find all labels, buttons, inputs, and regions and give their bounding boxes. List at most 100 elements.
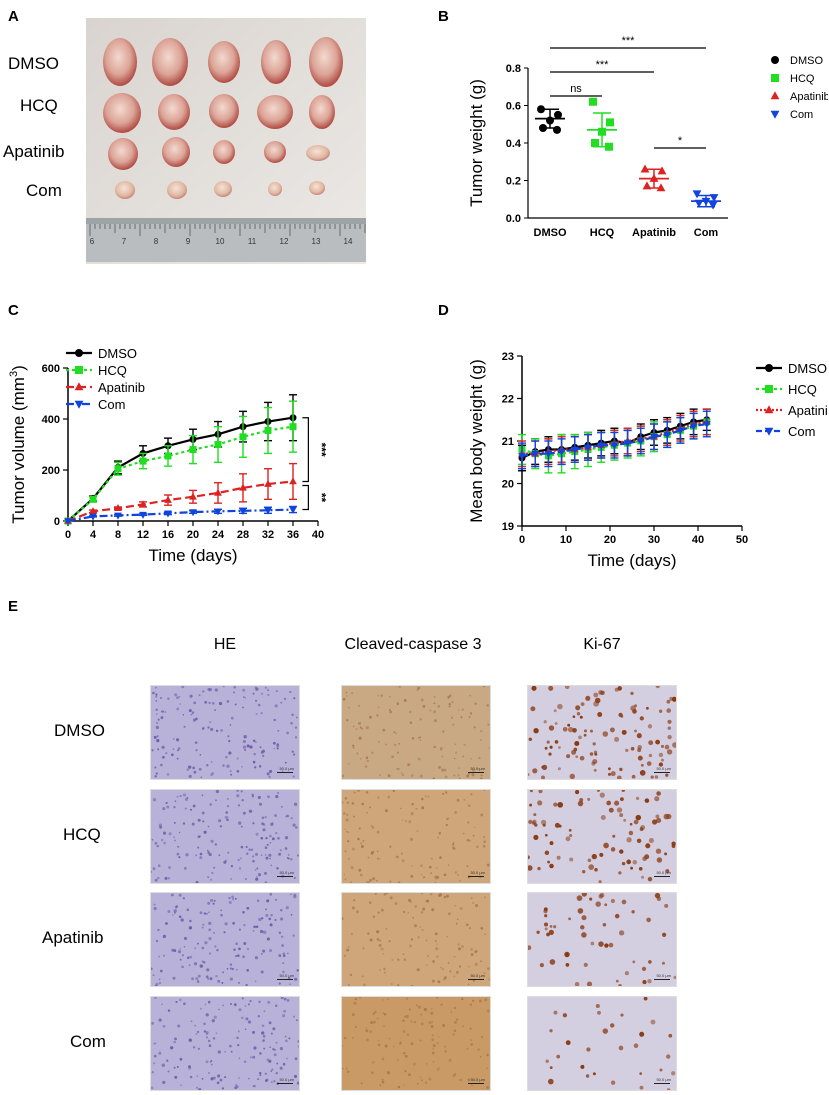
histology-cell <box>267 1000 271 1004</box>
y-tick-label: 200 <box>42 465 60 477</box>
data-point <box>709 194 719 203</box>
histology-cell <box>276 744 280 748</box>
histology-cell <box>173 1040 176 1044</box>
histology-cell <box>261 692 263 695</box>
histology-cell <box>445 791 448 794</box>
histology-cell <box>378 774 381 777</box>
histology-cell <box>352 815 356 818</box>
histology-cell <box>411 865 413 867</box>
scale-bar <box>277 979 293 980</box>
histology-cell <box>443 873 447 877</box>
histology-cell <box>211 1019 215 1023</box>
histology-cell <box>356 752 359 755</box>
histology-cell <box>541 765 544 769</box>
histology-cell <box>293 893 297 897</box>
histology-cell <box>207 977 210 980</box>
y-axis-label-text: Mean body weight (g) <box>467 359 486 522</box>
histology-cell <box>255 713 258 715</box>
data-point <box>554 110 562 119</box>
histology-cell <box>210 878 213 881</box>
histology-cell <box>264 854 267 856</box>
histology-cell <box>583 729 588 733</box>
histology-texture <box>340 892 491 988</box>
histology-cell <box>246 969 249 972</box>
histology-cell <box>462 755 464 758</box>
histology-cell <box>618 930 625 936</box>
histology-cell <box>594 868 598 872</box>
histology-cell <box>340 917 344 921</box>
histology-cell <box>156 735 159 738</box>
significance-bracket <box>302 484 309 511</box>
data-point <box>139 457 147 465</box>
histology-cell <box>457 774 460 777</box>
histology-cell <box>292 775 295 778</box>
histology-cell <box>275 1041 278 1044</box>
histology-cell <box>654 796 660 802</box>
histology-cell <box>458 965 462 968</box>
histology-cell <box>243 735 247 739</box>
histology-image: 50.0 μm <box>526 891 677 988</box>
histology-cell <box>554 722 558 725</box>
histology-cell <box>174 912 176 914</box>
tumor-photograph: 6 7 8 9 10 11 12 13 14 <box>86 18 366 264</box>
histology-cell <box>453 955 456 958</box>
histology-cell <box>152 691 155 695</box>
histology-cell <box>255 699 258 702</box>
histology-texture <box>150 893 299 988</box>
histology-cell <box>483 788 486 792</box>
histology-cell <box>351 692 353 694</box>
histology-cell <box>155 693 158 696</box>
histology-cell <box>444 1045 447 1048</box>
histology-cell <box>416 968 420 972</box>
histology-cell <box>192 1046 196 1049</box>
histology-cell <box>454 904 457 907</box>
histology-cell <box>383 893 387 896</box>
histology-cell <box>432 1047 434 1050</box>
histology-cell <box>614 800 620 806</box>
histology-cell <box>156 721 159 725</box>
histology-cell <box>195 717 198 721</box>
histology-cell <box>161 1063 165 1067</box>
histology-cell <box>380 947 384 951</box>
histology-cell <box>454 743 457 746</box>
histology-cell <box>432 1044 436 1048</box>
histology-cell <box>286 999 290 1002</box>
histology-cell <box>288 1037 291 1040</box>
histology-cell <box>155 772 158 775</box>
histology-cell <box>290 857 293 861</box>
histology-cell <box>425 939 428 942</box>
histology-cell <box>619 849 624 854</box>
histology-cell <box>188 964 191 966</box>
histology-cell <box>548 929 554 936</box>
histology-cell <box>266 1058 270 1062</box>
histology-cell <box>189 1075 193 1079</box>
histology-cell <box>543 922 549 927</box>
histology-cell <box>159 982 161 984</box>
histology-cell <box>640 825 646 830</box>
histology-cell <box>257 795 261 799</box>
histology-cell <box>236 954 240 958</box>
significance-label: *** <box>622 35 636 47</box>
histology-background <box>151 686 299 779</box>
histology-cell <box>396 983 400 987</box>
histology-cell <box>162 755 165 759</box>
histology-cell <box>475 904 479 908</box>
histology-cell <box>208 853 212 857</box>
histology-cell <box>461 997 464 1001</box>
data-point <box>656 183 666 192</box>
histology-cell <box>261 1031 265 1035</box>
histology-cell <box>178 856 181 859</box>
histology-cell <box>153 907 157 911</box>
histology-cell <box>400 852 403 855</box>
histology-cell <box>556 1054 561 1059</box>
ruler-tick-label: 10 <box>216 237 225 246</box>
histology-cell <box>177 845 180 848</box>
histology-cell <box>480 739 482 741</box>
histology-cell <box>179 958 182 961</box>
histology-cell <box>252 930 255 932</box>
histology-cell <box>208 1072 210 1074</box>
histology-cell <box>431 1021 433 1023</box>
histology-cell <box>180 918 184 922</box>
histology-cell <box>420 873 423 876</box>
